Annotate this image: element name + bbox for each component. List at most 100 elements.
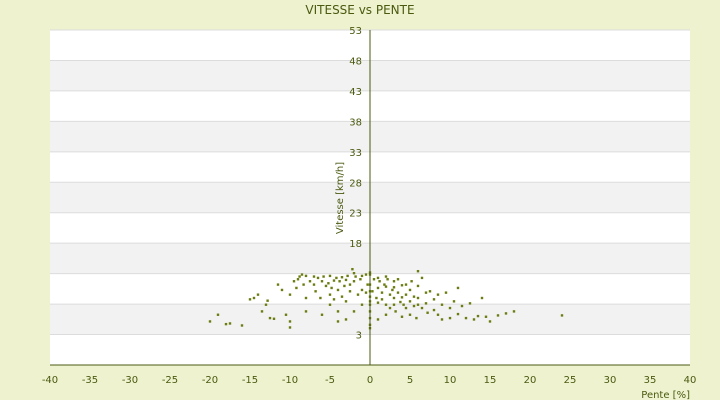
data-point	[343, 284, 346, 288]
data-point	[400, 315, 404, 318]
data-point	[320, 313, 324, 316]
data-point	[464, 316, 468, 320]
data-point	[264, 303, 268, 306]
x-tick-label: -5	[325, 375, 335, 386]
x-tick-label: 15	[484, 375, 497, 386]
data-point	[420, 276, 424, 280]
data-point	[360, 274, 364, 278]
data-point	[224, 322, 228, 326]
data-point	[338, 280, 341, 283]
data-point	[348, 290, 352, 293]
y-tick-label: 33	[349, 148, 362, 159]
data-point	[456, 286, 460, 290]
data-point	[460, 304, 464, 308]
data-point	[456, 312, 460, 316]
data-point	[351, 267, 354, 271]
data-point	[432, 308, 436, 312]
data-point	[378, 280, 381, 283]
x-tick-label: 20	[524, 375, 537, 386]
data-point	[296, 278, 300, 281]
y-tick-label: 18	[349, 239, 362, 250]
data-point	[332, 298, 336, 301]
data-point	[402, 303, 405, 306]
x-tick-label: -10	[282, 375, 298, 386]
data-point	[260, 310, 264, 313]
x-tick-label: 30	[604, 375, 617, 386]
data-point	[404, 283, 408, 286]
data-point	[240, 324, 244, 327]
data-point	[496, 314, 500, 317]
data-point	[322, 275, 325, 278]
data-point	[376, 286, 380, 290]
data-point	[292, 280, 296, 283]
data-point	[284, 313, 288, 316]
data-point	[440, 318, 444, 321]
data-point	[384, 313, 388, 316]
data-point	[392, 303, 396, 306]
data-point	[256, 293, 260, 296]
data-point	[336, 310, 340, 313]
data-point	[288, 293, 292, 296]
data-point	[444, 291, 448, 294]
data-point	[314, 290, 317, 293]
data-point	[336, 288, 340, 292]
data-point	[404, 306, 408, 310]
data-point	[312, 283, 316, 286]
data-point	[426, 311, 429, 314]
y-tick-labels: 53 48 43 38 33 28 23 18 3	[349, 26, 362, 342]
data-point	[380, 298, 384, 301]
data-point	[304, 274, 308, 278]
data-point	[396, 278, 400, 281]
data-point	[408, 288, 412, 292]
data-point	[364, 273, 368, 276]
data-point	[392, 280, 396, 283]
data-point	[386, 278, 389, 281]
x-tick-label: 40	[684, 375, 697, 386]
data-point	[512, 310, 516, 313]
data-point	[424, 302, 428, 305]
data-point	[344, 300, 348, 303]
data-point	[452, 300, 456, 303]
y-tick-label: 48	[349, 56, 362, 67]
data-point	[416, 296, 420, 300]
y-tick-label: 23	[349, 209, 362, 220]
x-tick-label: 0	[367, 375, 373, 386]
data-point	[384, 275, 388, 278]
data-point	[376, 318, 380, 321]
data-point	[391, 288, 394, 292]
data-point	[346, 274, 349, 278]
data-point	[300, 273, 304, 276]
data-point	[410, 280, 413, 283]
data-point	[388, 293, 392, 296]
x-tick-label: -20	[202, 375, 218, 386]
data-point	[560, 314, 564, 317]
x-tick-labels: -40 -35 -30 -25 -20 -15 -10 -5 0 5 10 15 20 25 30 35 40	[42, 375, 697, 386]
data-point	[448, 316, 452, 320]
data-point	[371, 290, 374, 293]
data-point	[308, 280, 312, 283]
x-axis-label: Pente [%]	[641, 390, 690, 400]
data-point	[302, 283, 305, 286]
data-point	[436, 293, 440, 296]
data-point	[330, 286, 333, 290]
data-point	[408, 300, 412, 303]
data-point	[484, 315, 488, 318]
data-point	[364, 291, 368, 294]
data-point	[340, 295, 344, 298]
data-point	[316, 276, 320, 280]
data-point	[380, 291, 384, 294]
data-point	[416, 284, 420, 288]
data-point	[352, 280, 356, 283]
data-point	[416, 270, 420, 273]
data-point	[336, 320, 340, 323]
data-point	[400, 296, 404, 299]
data-point	[208, 320, 212, 323]
data-point	[216, 313, 220, 316]
data-point	[376, 301, 380, 304]
data-point	[319, 296, 322, 300]
data-point	[440, 303, 444, 306]
data-point	[408, 313, 412, 316]
data-point	[332, 279, 336, 282]
x-tick-label: -30	[122, 375, 138, 386]
data-point	[436, 313, 440, 316]
